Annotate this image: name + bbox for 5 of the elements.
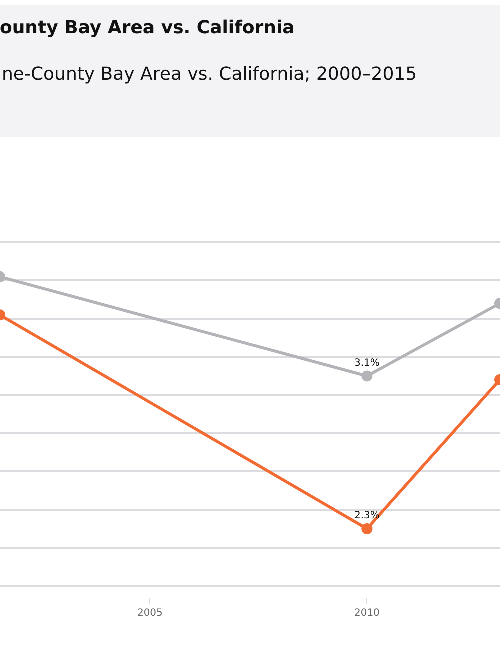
- x-tick-label: 2005: [137, 608, 163, 619]
- x-tick-label: 2010: [354, 608, 380, 619]
- chart-subtitle: ne-County Bay Area vs. California; 2000–2015: [2, 64, 418, 85]
- chart-title: ounty Bay Area vs. California: [0, 17, 295, 38]
- data-label: 3.1%: [354, 358, 380, 369]
